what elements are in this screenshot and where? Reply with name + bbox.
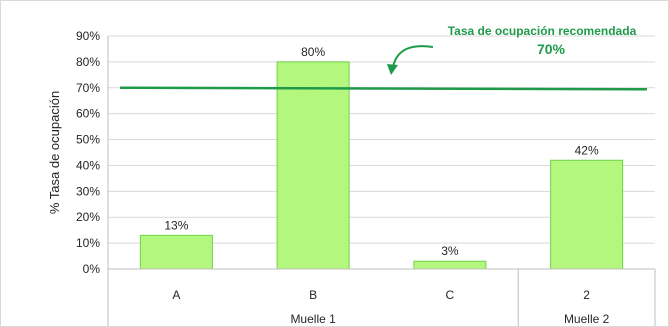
x-tick-label: C bbox=[446, 288, 455, 302]
reference-line-label: Tasa de ocupación recomendada bbox=[448, 24, 637, 38]
x-tick-label: B bbox=[309, 288, 317, 302]
arrow-head-icon bbox=[387, 64, 398, 75]
data-label: 13% bbox=[164, 218, 188, 232]
x-tick-label: A bbox=[172, 288, 180, 302]
data-label: 42% bbox=[575, 143, 599, 157]
bar bbox=[414, 261, 486, 269]
y-tick-label: 20% bbox=[76, 210, 100, 224]
bar bbox=[277, 62, 349, 269]
group-label: Muelle 2 bbox=[564, 312, 610, 326]
y-tick-label: 80% bbox=[76, 55, 100, 69]
y-tick-label: 0% bbox=[83, 262, 101, 276]
reference-line-value-label: 70% bbox=[537, 41, 566, 57]
y-tick-label: 40% bbox=[76, 158, 100, 172]
y-tick-label: 60% bbox=[76, 107, 100, 121]
reference-annotation: Tasa de ocupación recomendada 70% bbox=[387, 24, 637, 75]
data-label: 80% bbox=[301, 45, 325, 59]
curved-arrow-icon bbox=[393, 46, 433, 67]
y-tick-label: 70% bbox=[76, 81, 100, 95]
y-tick-label: 50% bbox=[76, 133, 100, 147]
group-label: Muelle 1 bbox=[290, 312, 336, 326]
y-tick-label: 10% bbox=[76, 236, 100, 250]
x-tick-label: 2 bbox=[583, 288, 590, 302]
bar bbox=[551, 160, 623, 269]
y-tick-label: 30% bbox=[76, 184, 100, 198]
y-tick-label: 90% bbox=[76, 29, 100, 43]
data-label: 3% bbox=[441, 244, 459, 258]
reference-line bbox=[120, 88, 647, 90]
bar bbox=[140, 235, 212, 269]
y-axis-title: % Tasa de ocupación bbox=[47, 91, 62, 214]
